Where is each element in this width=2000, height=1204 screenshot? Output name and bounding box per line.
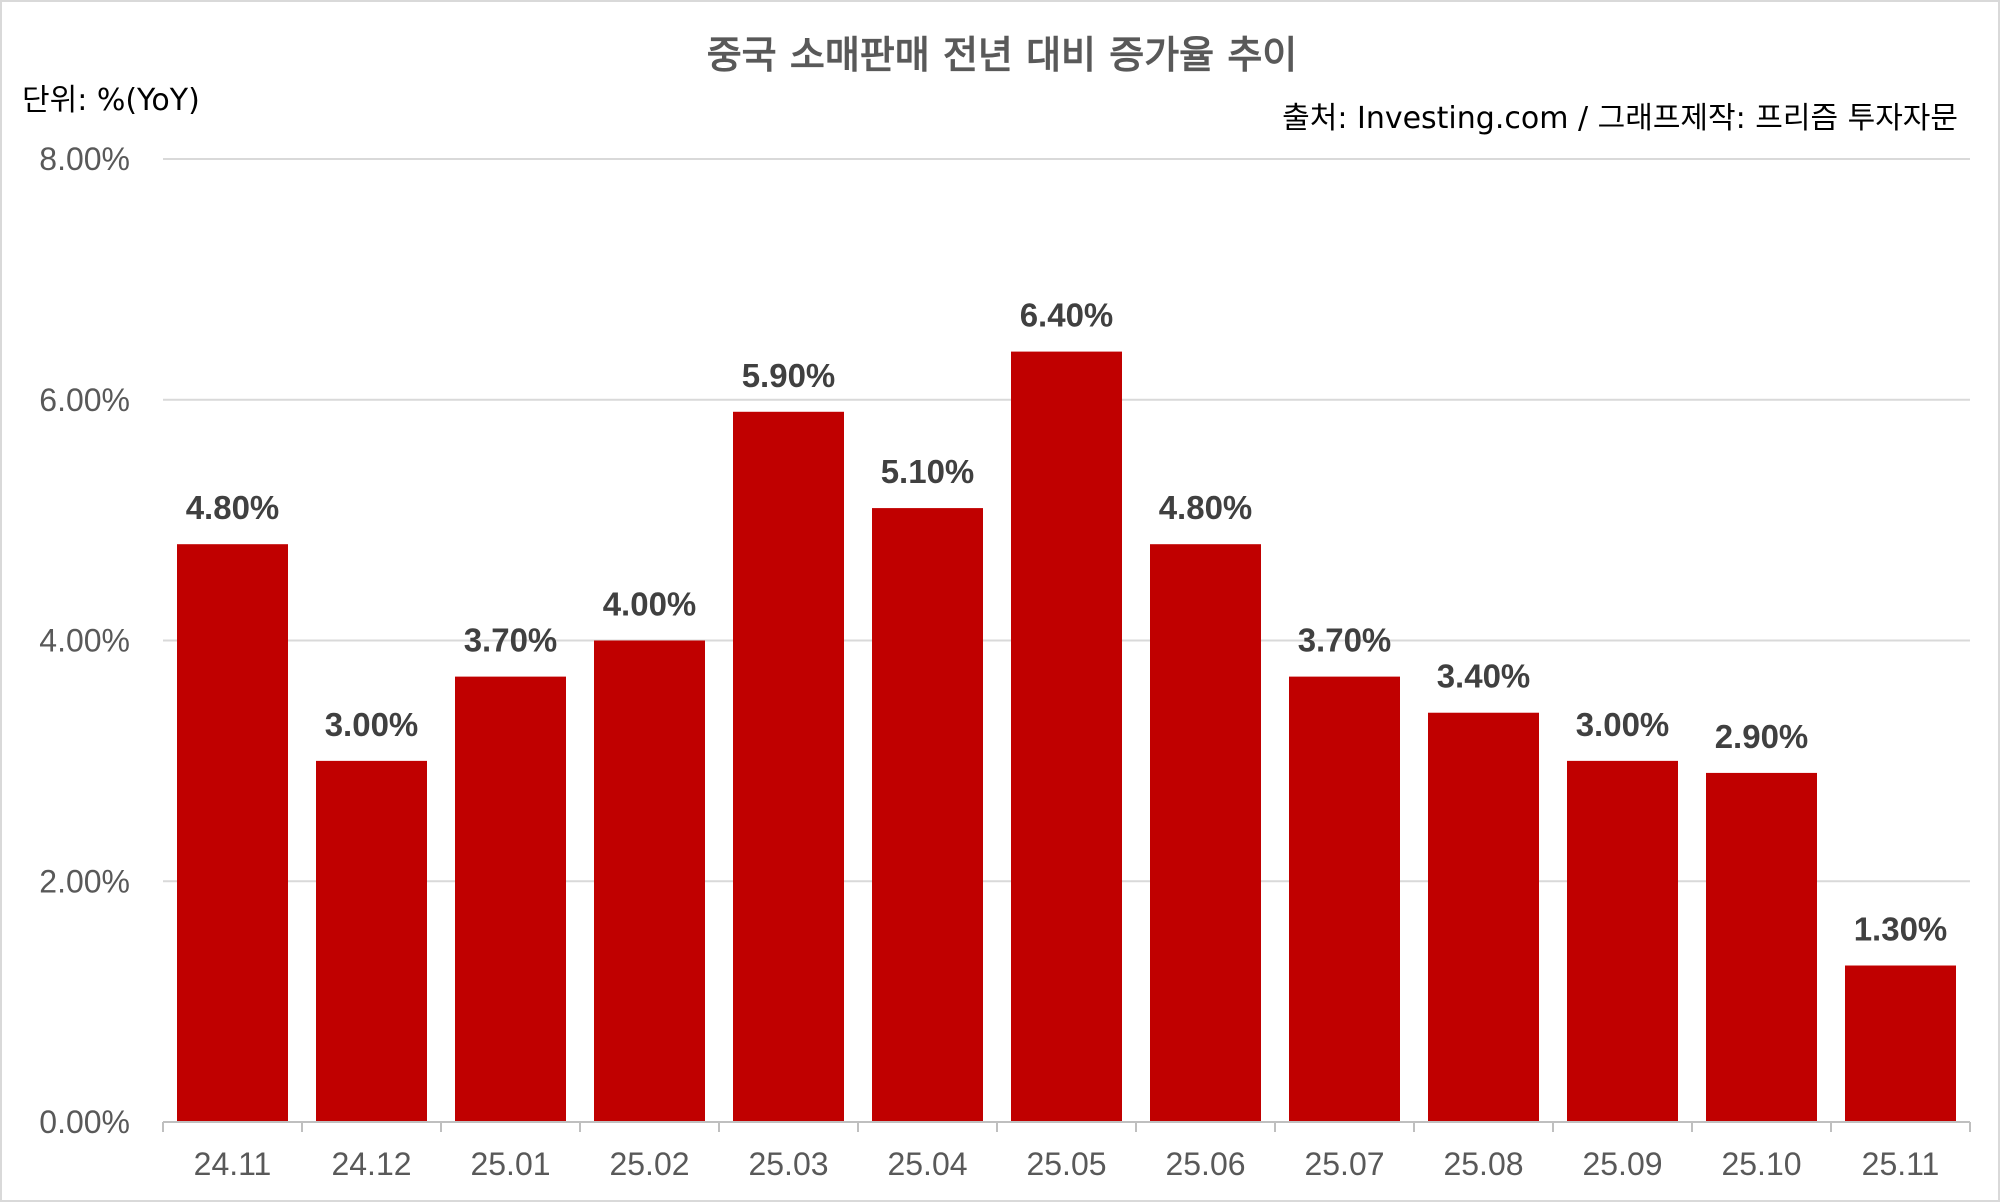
x-tick-label: 25.10 bbox=[1721, 1146, 1801, 1182]
data-label: 3.70% bbox=[1298, 622, 1392, 659]
data-label: 2.90% bbox=[1715, 718, 1809, 755]
bar-25.11 bbox=[1845, 965, 1956, 1122]
bar-25.05 bbox=[1011, 351, 1122, 1123]
x-tick-label: 25.04 bbox=[887, 1146, 967, 1182]
bar-24.11 bbox=[177, 544, 288, 1122]
x-tick-label: 25.01 bbox=[470, 1146, 550, 1182]
x-axis: 24.11 24.12 25.01 25.02 25.03 25.04 25.05 25.06… bbox=[162, 1121, 1971, 1182]
bar-25.08 bbox=[1428, 712, 1539, 1122]
bar-25.02 bbox=[594, 640, 705, 1122]
bar-25.03 bbox=[733, 411, 844, 1123]
y-axis-ticks: 0.00% 2.00% 4.00% 6.00% 8.00% bbox=[39, 141, 130, 1140]
data-label: 3.00% bbox=[1576, 706, 1670, 743]
bar-24.12 bbox=[316, 760, 427, 1122]
x-tick-label: 24.12 bbox=[331, 1146, 411, 1182]
x-tick-label: 25.06 bbox=[1165, 1146, 1245, 1182]
data-label: 5.90% bbox=[742, 357, 836, 394]
x-tick-label: 25.11 bbox=[1862, 1146, 1940, 1182]
x-tick-label: 24.11 bbox=[194, 1146, 272, 1182]
x-tick-label: 25.02 bbox=[609, 1146, 689, 1182]
data-label: 5.10% bbox=[881, 453, 975, 490]
bar-25.09 bbox=[1567, 760, 1678, 1122]
x-tick-label: 25.07 bbox=[1304, 1146, 1384, 1182]
bar-25.07 bbox=[1289, 676, 1400, 1122]
data-label: 3.70% bbox=[464, 622, 558, 659]
source-label: 출처: Investing.com / 그래프제작: 프리즘 투자자문 bbox=[1282, 101, 1958, 136]
data-label: 3.40% bbox=[1437, 658, 1531, 695]
chart-title: 중국 소매판매 전년 대비 증가율 추이 bbox=[707, 33, 1298, 77]
y-tick-label: 8.00% bbox=[39, 141, 130, 177]
y-tick-label: 0.00% bbox=[39, 1104, 130, 1140]
bar-25.01 bbox=[455, 676, 566, 1122]
bars bbox=[177, 351, 1956, 1123]
data-labels: 4.80% 3.00% 3.70% 4.00% 5.90% 5.10% 6.40% 4.80%… bbox=[186, 297, 1948, 948]
bar-25.04 bbox=[872, 508, 983, 1122]
unit-label: 단위: %(YoY) bbox=[22, 83, 200, 118]
bar-25.06 bbox=[1150, 544, 1261, 1122]
y-tick-label: 6.00% bbox=[39, 382, 130, 418]
y-tick-label: 4.00% bbox=[39, 623, 130, 659]
bar-25.10 bbox=[1706, 772, 1817, 1122]
data-label: 4.00% bbox=[603, 586, 697, 623]
x-tick-label: 25.08 bbox=[1443, 1146, 1523, 1182]
y-tick-label: 2.00% bbox=[39, 863, 130, 899]
x-tick-label: 25.03 bbox=[748, 1146, 828, 1182]
data-label: 3.00% bbox=[325, 706, 419, 743]
data-label: 6.40% bbox=[1020, 297, 1114, 334]
x-tick-label: 25.05 bbox=[1026, 1146, 1106, 1182]
data-label: 4.80% bbox=[186, 489, 280, 526]
x-tick-label: 25.09 bbox=[1582, 1146, 1662, 1182]
data-label: 1.30% bbox=[1854, 911, 1948, 948]
data-label: 4.80% bbox=[1159, 489, 1253, 526]
